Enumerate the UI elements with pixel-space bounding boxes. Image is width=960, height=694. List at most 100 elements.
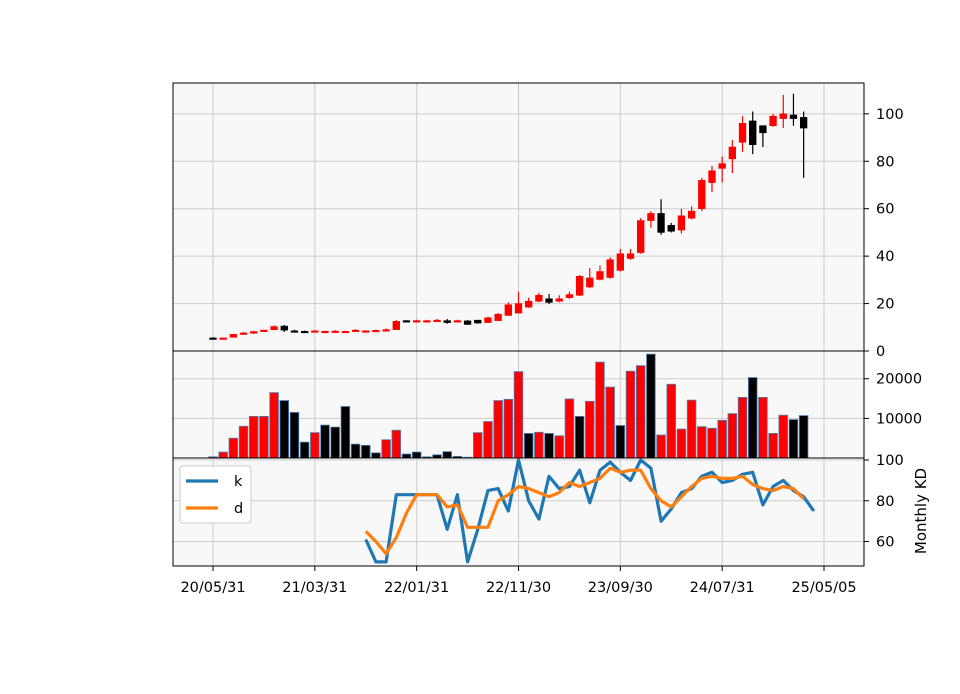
candle-body <box>484 317 492 323</box>
volume-bar <box>697 426 707 459</box>
kd-y-tick-label: 100 <box>876 453 904 469</box>
volume-bar <box>483 421 493 459</box>
x-tick-label: 21/03/31 <box>282 580 347 596</box>
candle-body <box>311 330 319 333</box>
candle-body <box>545 298 553 303</box>
volume-bar <box>676 428 687 459</box>
candle-body <box>738 123 747 143</box>
volume-bar <box>554 435 564 459</box>
volume-bar <box>686 399 697 459</box>
volume-bar <box>646 353 656 459</box>
price-y-tick-label: 100 <box>876 107 904 123</box>
candle-body <box>321 331 329 334</box>
volume-bar <box>544 433 554 459</box>
volume-bar <box>635 365 646 459</box>
candle-body <box>239 332 248 335</box>
candle-body <box>596 271 604 280</box>
candle-body <box>423 320 431 323</box>
candle-body <box>372 330 380 333</box>
price-y-tick-label: 60 <box>876 202 894 218</box>
kd-y-tick-label: 80 <box>876 494 894 510</box>
volume-bar <box>625 370 636 459</box>
candle-body <box>789 114 798 119</box>
candle-body <box>708 170 716 183</box>
candle-body <box>229 334 238 338</box>
volume-bar <box>788 419 799 459</box>
x-tick-label: 23/09/30 <box>588 580 653 596</box>
candle-body <box>565 294 574 298</box>
candle-body <box>687 210 696 219</box>
candle-body <box>535 294 543 302</box>
candle-body <box>677 215 686 231</box>
candle-body <box>769 115 777 126</box>
candle-body <box>749 120 757 145</box>
candle-body <box>637 220 645 253</box>
volume-bar <box>350 443 361 459</box>
volume-bar <box>737 396 748 459</box>
candle-body <box>402 320 411 323</box>
volume-bar <box>523 433 534 459</box>
candle-body <box>555 298 563 302</box>
candle-body <box>667 225 675 232</box>
volume-bar <box>666 383 676 459</box>
volume-bar <box>534 431 544 459</box>
volume-bar <box>218 451 228 459</box>
candle-body <box>616 253 624 271</box>
price-y-tick-label: 80 <box>876 154 894 170</box>
candle-body <box>362 330 370 333</box>
candle-body <box>626 253 635 259</box>
candle-body <box>698 179 706 209</box>
candle-body <box>586 277 594 288</box>
candle-body <box>341 331 350 334</box>
volume-bar <box>727 413 738 459</box>
volume-bar <box>259 415 269 459</box>
volume-bar <box>768 433 778 459</box>
candle-body <box>443 320 451 323</box>
x-tick-label: 22/01/31 <box>384 580 449 596</box>
volume-bar <box>411 451 422 459</box>
volume-bar-panel: 10000 20000 <box>172 350 922 459</box>
x-tick-label: 22/11/30 <box>486 580 551 596</box>
volume-bar <box>299 441 310 459</box>
x-tick-label: 24/07/31 <box>690 580 755 596</box>
x-tick-label: 25/05/05 <box>791 580 856 596</box>
volume-bar <box>371 452 381 459</box>
volume-bar <box>707 427 717 459</box>
volume-y-tick-label: 20000 <box>876 372 922 388</box>
volume-bar <box>289 412 300 459</box>
volume-bar <box>747 377 758 459</box>
candle-body <box>351 329 360 332</box>
candle-body <box>331 330 339 333</box>
x-tick-label: 20/05/31 <box>180 580 245 596</box>
volume-bar <box>473 432 483 459</box>
volume-bar <box>320 424 330 459</box>
candle-body <box>270 326 278 330</box>
candle-body <box>647 213 655 221</box>
volume-bar <box>310 432 320 459</box>
volume-bar <box>401 453 412 459</box>
candle-body <box>504 304 512 316</box>
candle-body <box>657 213 665 233</box>
candle-body <box>494 313 502 321</box>
volume-bar <box>798 415 809 459</box>
candle-body <box>718 163 726 169</box>
volume-bar <box>249 415 259 459</box>
candle-body <box>250 331 258 334</box>
kd-series-line-d <box>364 466 805 556</box>
volume-bar <box>361 444 371 459</box>
kd-y-axis-label: Monthly KD <box>912 468 930 554</box>
volume-bar <box>238 425 249 459</box>
candle-body <box>453 320 462 323</box>
candle-body <box>413 320 421 323</box>
volume-bar <box>595 361 605 459</box>
kd-y-tick-label: 60 <box>876 535 894 551</box>
candle-body <box>799 117 808 129</box>
volume-bar <box>503 398 514 459</box>
kd-line-panel: 60 80 100 kd <box>172 453 904 567</box>
candle-body <box>280 325 288 331</box>
kd-legend: kd <box>179 465 252 524</box>
volume-bar <box>442 451 452 459</box>
candle-body <box>290 330 299 333</box>
volume-bar <box>585 400 595 459</box>
volume-y-tick-label: 10000 <box>876 411 922 427</box>
